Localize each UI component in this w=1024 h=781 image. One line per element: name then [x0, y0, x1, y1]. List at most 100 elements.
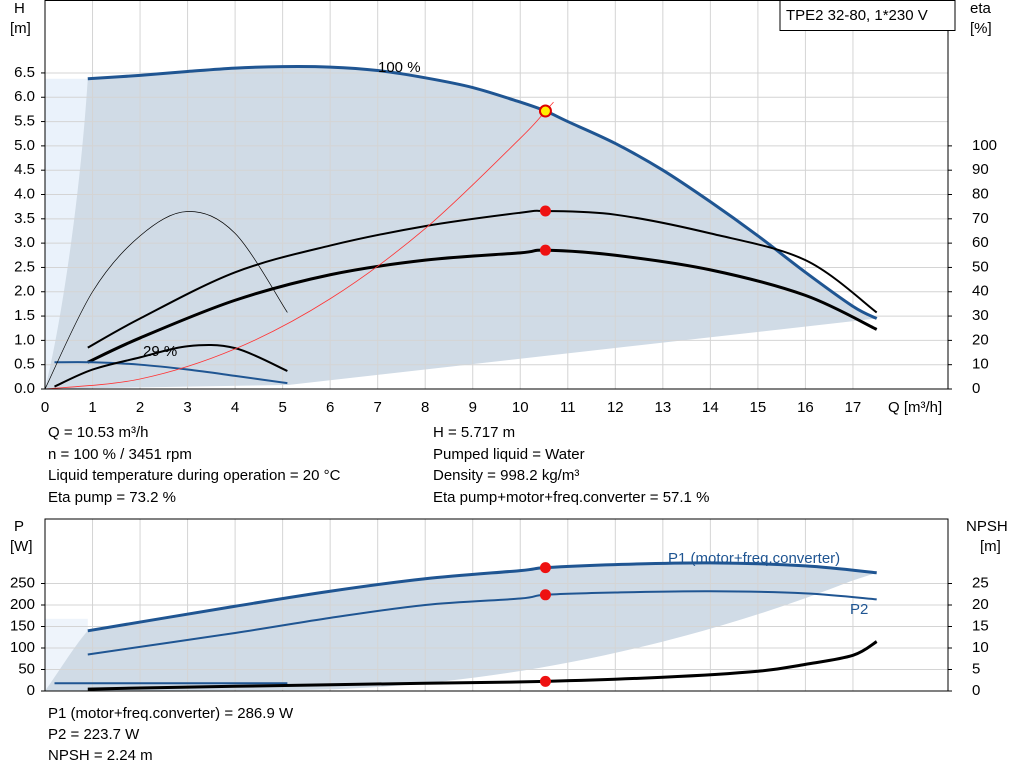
info-text: Eta pump+motor+freq.converter = 57.1 %	[433, 489, 709, 506]
duty-point	[539, 589, 551, 601]
y-tick-label: 3.0	[14, 234, 35, 251]
y-axis-label: P	[14, 518, 24, 535]
y2-tick-label: 70	[972, 210, 989, 227]
y2-axis-label: [m]	[980, 538, 1001, 555]
x-tick-label: 14	[702, 399, 719, 416]
curve	[87, 561, 877, 633]
y2-tick-label: 0	[972, 682, 980, 699]
x-axis-label: Q [m³/h]	[888, 399, 942, 416]
y-tick-label: 200	[10, 596, 35, 613]
annotation: 29 %	[143, 343, 177, 360]
y-tick-label: 2.5	[14, 258, 35, 275]
y-axis-label: [m]	[10, 20, 31, 37]
y2-tick-label: 10	[972, 639, 989, 656]
info-text: Liquid temperature during operation = 20…	[48, 467, 341, 484]
background-layer	[45, 66, 877, 691]
y-tick-label: 0.5	[14, 356, 35, 373]
duty-point	[539, 244, 551, 256]
duty-point	[539, 675, 551, 687]
x-tick-label: 15	[750, 399, 767, 416]
title-box	[779, 0, 956, 31]
info-text: H = 5.717 m	[433, 424, 515, 441]
curve	[87, 590, 877, 656]
y-tick-label: 0	[27, 682, 35, 699]
y-tick-label: 250	[10, 574, 35, 591]
data-layer	[44, 65, 878, 691]
annotation: 100 %	[378, 59, 421, 76]
y-tick-label: 5.0	[14, 137, 35, 154]
info-text: P1 (motor+freq.converter) = 286.9 W	[48, 705, 294, 722]
y-tick-label: 50	[18, 660, 35, 677]
duty-point	[539, 205, 551, 217]
y-tick-label: 4.5	[14, 161, 35, 178]
y2-tick-label: 80	[972, 185, 989, 202]
y2-tick-label: 10	[972, 356, 989, 373]
curve	[87, 209, 878, 349]
x-tick-label: 4	[231, 399, 239, 416]
info-text: Pumped liquid = Water	[433, 446, 585, 463]
x-tick-label: 10	[512, 399, 529, 416]
x-tick-label: 12	[607, 399, 624, 416]
duty-point	[538, 104, 552, 118]
y2-axis-label: eta	[970, 0, 992, 17]
x-tick-label: 8	[421, 399, 429, 416]
plot-frame	[44, 0, 949, 390]
x-tick-label: 13	[654, 399, 671, 416]
y2-tick-label: 30	[972, 307, 989, 324]
info-text: P2 = 223.7 W	[48, 726, 140, 743]
y2-tick-label: 90	[972, 161, 989, 178]
y-axis-label: [W]	[10, 538, 33, 555]
plot-frame	[44, 518, 949, 692]
curve	[87, 640, 878, 691]
y2-tick-label: 20	[972, 596, 989, 613]
chart-title: TPE2 32-80, 1*230 V	[786, 7, 928, 24]
y-tick-label: 3.5	[14, 210, 35, 227]
y-tick-label: 0.0	[14, 380, 35, 397]
info-text: n = 100 % / 3451 rpm	[48, 446, 192, 463]
x-tick-label: 3	[183, 399, 191, 416]
info-text: Eta pump = 73.2 %	[48, 489, 176, 506]
y-tick-label: 150	[10, 617, 35, 634]
y-tick-label: 1.0	[14, 331, 35, 348]
y-tick-label: 1.5	[14, 307, 35, 324]
x-tick-label: 5	[278, 399, 286, 416]
info-text: Density = 998.2 kg/m³	[433, 467, 579, 484]
curve	[54, 361, 288, 385]
y2-tick-label: 40	[972, 283, 989, 300]
y2-tick-label: 5	[972, 660, 980, 677]
curve	[44, 101, 554, 390]
curve	[87, 65, 878, 320]
x-tick-label: 1	[88, 399, 96, 416]
y2-tick-label: 60	[972, 234, 989, 251]
y-tick-label: 100	[10, 639, 35, 656]
x-tick-label: 7	[374, 399, 382, 416]
y2-tick-label: 100	[972, 137, 997, 154]
x-tick-label: 16	[797, 399, 814, 416]
series-label: P2	[850, 601, 868, 618]
x-tick-label: 9	[469, 399, 477, 416]
y-tick-label: 5.5	[14, 113, 35, 130]
y2-tick-label: 0	[972, 380, 980, 397]
y2-tick-label: 20	[972, 331, 989, 348]
y2-tick-label: 25	[972, 574, 989, 591]
operating-area	[45, 66, 877, 389]
series-label: P1 (motor+freq.converter)	[668, 550, 840, 567]
y2-axis-label: NPSH	[966, 518, 1008, 535]
x-tick-label: 0	[41, 399, 49, 416]
curve	[54, 344, 288, 388]
info-text: Q = 10.53 m³/h	[48, 424, 148, 441]
info-text: NPSH = 2.24 m	[48, 747, 153, 764]
y2-tick-label: 15	[972, 617, 989, 634]
y-tick-label: 4.0	[14, 185, 35, 202]
x-tick-label: 17	[845, 399, 862, 416]
y-tick-label: 6.5	[14, 64, 35, 81]
x-tick-label: 2	[136, 399, 144, 416]
x-tick-label: 6	[326, 399, 334, 416]
y-axis-label: H	[14, 0, 25, 17]
x-tick-label: 11	[560, 399, 576, 416]
y2-axis-label: [%]	[970, 20, 992, 37]
curve	[44, 211, 288, 390]
duty-point	[539, 562, 551, 574]
curve	[87, 248, 878, 364]
